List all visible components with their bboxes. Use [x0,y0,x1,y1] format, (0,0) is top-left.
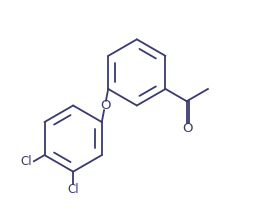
Text: O: O [100,99,110,112]
Text: Cl: Cl [21,155,32,168]
Text: Cl: Cl [67,183,79,196]
Text: O: O [182,122,193,135]
